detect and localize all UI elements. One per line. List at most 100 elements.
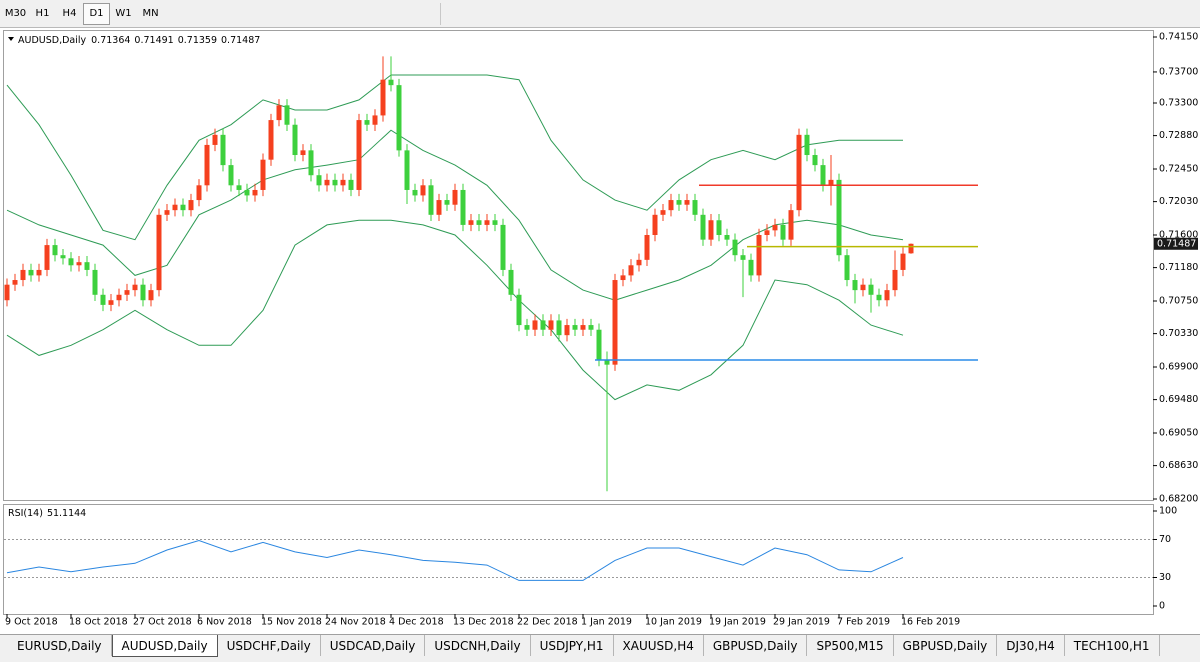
candle-body [284,105,290,125]
candle-body [716,220,722,235]
timeframe-button[interactable]: D1 [83,2,110,25]
candle-body [164,210,170,215]
y-tick-label: 0.68200 [1159,494,1198,505]
timeframe-button[interactable]: W1 [115,8,132,19]
candle-body [788,210,794,240]
candle-body [892,269,898,291]
chart-tab[interactable]: XAUUSD,H4 [614,635,704,656]
candle-body [172,204,178,211]
rsi-y-tick-label: 100 [1159,506,1177,517]
chart-tab[interactable]: GBPUSD,Daily [894,635,998,656]
bollinger-lower [6,219,904,401]
candle-body [300,150,306,156]
candle-body [68,258,74,266]
chart-tab[interactable]: SP500,M15 [807,635,894,656]
chart-tab[interactable]: DJ30,H4 [997,635,1065,656]
candle-body [868,284,874,295]
x-tick-label: 22 Dec 2018 [517,617,578,628]
y-tick-label: 0.74150 [1159,32,1198,43]
chart-tab[interactable]: USDCHF,Daily [218,635,321,656]
chart-tab[interactable]: AUDUSD,Daily [111,635,218,657]
candle-body [436,200,442,215]
x-tick-label: 10 Jan 2019 [645,617,702,628]
candle-body [844,255,850,281]
candle-body [532,320,538,330]
candle-body [700,214,706,240]
candle-body [732,239,738,256]
x-tick-label: 29 Jan 2019 [773,617,830,628]
candle-body [28,269,34,276]
y-tick-label: 0.73300 [1159,98,1198,109]
candle-body [772,224,778,231]
candle-body [76,262,82,266]
current-price-label: 0.71487 [1157,238,1196,249]
candle-body [276,105,282,121]
candle-body [596,329,602,361]
candle-body [12,280,18,285]
candle-body [876,294,882,301]
x-tick-label: 6 Nov 2018 [197,617,252,628]
candle-body [388,79,394,86]
main-panel-frame [3,30,1154,501]
candle-body [428,185,434,215]
candle-body [84,262,90,270]
timeframe-button[interactable]: MN [142,8,159,19]
candle-body [884,290,890,301]
rsi-line [6,539,904,581]
candle-body [652,214,658,235]
candle-body [836,179,842,256]
candle-body [740,255,746,260]
candle-body [644,235,650,260]
chart-tab[interactable]: TECH100,H1 [1065,635,1160,656]
candle-body [540,320,546,330]
candle-body [236,185,242,190]
chart-tab[interactable]: EURUSD,Daily [8,635,112,656]
candle-body [148,290,154,301]
candle-body [628,265,634,276]
candle-body [316,175,322,186]
candle-body [516,294,522,326]
candle-body [196,185,202,201]
candle-body [308,150,314,176]
timeframe-button[interactable]: M30 [4,8,27,19]
chart-tab[interactable]: GBPUSD,Daily [704,635,808,656]
candle-body [132,284,138,291]
candle-body [348,179,354,190]
candle-body [44,245,50,270]
candle-body [180,204,186,211]
candle-body [404,150,410,190]
symbol: AUDUSD,Daily [18,35,87,46]
candle-body [724,235,730,240]
timeframe-button[interactable]: H4 [62,8,77,19]
candle-body [20,269,26,281]
candle-body [260,159,266,190]
timeframe-button[interactable]: H1 [35,8,50,19]
candle-body [604,360,610,365]
candle-body [796,134,802,211]
candle-body [204,144,210,186]
x-tick-label: 18 Oct 2018 [69,617,128,628]
candle-body [668,200,674,211]
candle-body [356,120,362,190]
chart-tab[interactable]: USDJPY,H1 [531,635,614,656]
candle-body [324,179,330,186]
candle-body [580,325,586,330]
candle-body [748,259,754,276]
candle-body [100,294,106,305]
candle-body [140,284,146,301]
candle-body [92,269,98,295]
chart-tab[interactable]: USDCNH,Daily [425,635,531,656]
candle-body [684,200,690,205]
candle-body [460,189,466,225]
candle-body [900,253,906,270]
y-tick-label: 0.71600 [1159,230,1198,241]
candle-body [492,220,498,225]
y-tick-label: 0.73700 [1159,66,1198,77]
candle-body [556,320,562,336]
candle-body [692,200,698,215]
candle-body [220,134,226,166]
candle-body [508,269,514,295]
chart-tab[interactable]: USDCAD,Daily [321,635,426,656]
y-tick-label: 0.69480 [1159,394,1198,405]
